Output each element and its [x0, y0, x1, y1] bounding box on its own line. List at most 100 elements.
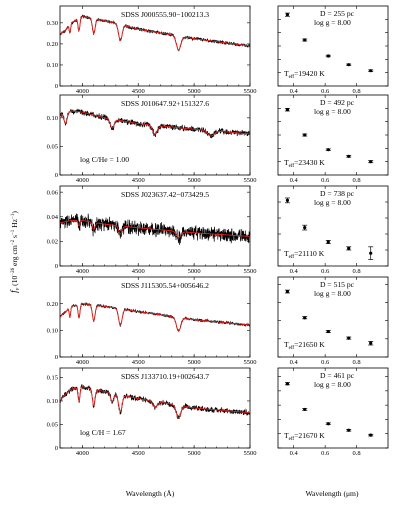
- x-tick-label: 5500: [244, 359, 257, 366]
- y-tick-label: 0.10: [47, 62, 58, 69]
- logg-label: log g = 8.00: [314, 380, 351, 389]
- object-name-label: SDSS J000555.90−100213.3: [121, 10, 209, 19]
- spectrum-panel-2: 4000 4500 5000 5500 0 0.05 0.10 SDSS J010647.92…: [47, 94, 257, 184]
- x-tick-label: 4000: [76, 177, 89, 184]
- photometry-point: [347, 246, 351, 250]
- photometry-point: [326, 148, 330, 152]
- plot-frame: [59, 94, 251, 176]
- model-spectrum-line: [59, 220, 251, 239]
- logg-label: log g = 8.00: [314, 289, 351, 298]
- photometry-point: [369, 341, 373, 345]
- teff-label: Teff=21650 K: [284, 340, 325, 351]
- plot-frame: [59, 276, 251, 358]
- y-tick-label: 0.20: [47, 41, 58, 48]
- photometry-point: [369, 251, 373, 255]
- photometry-point: [285, 289, 290, 294]
- teff-label: Teff=23430 K: [284, 158, 325, 169]
- x-tick-label: 5000: [188, 177, 201, 184]
- x-tick-label: 5500: [244, 88, 257, 95]
- photometry-point: [285, 198, 290, 202]
- plot-frame: [277, 367, 389, 449]
- x-tick-label: 4000: [76, 450, 89, 457]
- spectrum-panel-5: 4000 4500 5000 5500 0 0.05 0.10 0.15 SDSS J13371…: [47, 367, 257, 457]
- x-tick-label: 5000: [188, 88, 201, 95]
- y-tick-label: 0: [55, 445, 58, 452]
- x-tick-label: 0.6: [321, 88, 330, 95]
- plot-frame: [59, 5, 251, 87]
- photometry-point: [303, 38, 307, 42]
- x-tick-label: 5500: [244, 450, 257, 457]
- photometry-point: [369, 69, 373, 73]
- y-tick-label: 0.10: [47, 398, 58, 405]
- x-axis-label-right: Wavelength (μm): [305, 489, 358, 498]
- photometry-point: [303, 316, 307, 320]
- object-name-label: SDSS J023637.42−073429.5: [121, 190, 209, 199]
- x-tick-label: 0.8: [353, 450, 361, 457]
- photometry-point: [347, 154, 351, 158]
- x-tick-label: 0.4: [290, 88, 299, 95]
- x-tick-label: 0.6: [321, 177, 330, 184]
- y-tick-label: 0: [55, 263, 58, 270]
- model-spectrum-line: [59, 303, 251, 332]
- x-tick-label: 4500: [132, 450, 145, 457]
- plot-frame: [277, 276, 389, 358]
- x-tick-label: 4000: [76, 268, 89, 275]
- model-spectrum-line: [59, 16, 251, 51]
- photometry-point: [347, 336, 351, 340]
- distance-label: D = 738 pc: [320, 189, 355, 198]
- photometry-point: [303, 133, 307, 137]
- spectrum-panel-4: 4000 4500 5000 5500 0 0.10 0.20 SDSS J115305.54…: [47, 276, 257, 366]
- x-tick-label: 4500: [132, 268, 145, 275]
- x-tick-label: 0.6: [321, 268, 330, 275]
- x-tick-label: 4000: [76, 88, 89, 95]
- y-tick-label: 0.10: [47, 115, 58, 122]
- distance-label: D = 515 pc: [320, 280, 355, 289]
- model-spectrum-line: [59, 110, 251, 137]
- teff-label: Teff=21670 K: [284, 431, 325, 442]
- y-tick-label: 0: [55, 354, 58, 361]
- logg-label: log g = 8.00: [314, 18, 351, 27]
- x-tick-label: 0.4: [290, 177, 299, 184]
- x-tick-label: 0.4: [290, 268, 299, 275]
- x-tick-label: 0.8: [353, 268, 361, 275]
- x-tick-label: 0.4: [290, 359, 299, 366]
- x-tick-label: 4500: [132, 359, 145, 366]
- x-tick-label: 5000: [188, 268, 201, 275]
- x-tick-label: 5000: [188, 450, 201, 457]
- observed-spectrum-line: [59, 383, 251, 420]
- y-tick-label: 0.06: [47, 189, 59, 196]
- plot-frame: [59, 185, 251, 267]
- y-tick-label: 0.02: [47, 239, 58, 246]
- y-tick-label: 0.10: [47, 328, 58, 335]
- x-tick-label: 0.8: [353, 177, 361, 184]
- photometry-point: [369, 433, 373, 437]
- plot-frame: [277, 185, 389, 267]
- y-tick-label: 0.15: [47, 375, 58, 382]
- teff-label: Teff=21110 K: [284, 249, 325, 260]
- photometry-point: [285, 108, 290, 112]
- y-axis-label: fν (10−26 erg cm−2 s−1 Hz−1): [9, 211, 21, 293]
- x-tick-label: 5500: [244, 177, 257, 184]
- model-spectrum-line: [59, 386, 251, 419]
- teff-label: Teff=19420 K: [284, 69, 325, 80]
- x-tick-label: 5500: [244, 268, 257, 275]
- photometry-point: [285, 382, 290, 386]
- photometry-point: [347, 63, 351, 67]
- x-axis-label-left: Wavelength (Å): [126, 489, 175, 498]
- distance-label: D = 255 pc: [320, 9, 355, 18]
- y-tick-label: 0.04: [47, 214, 59, 221]
- photometry-point: [326, 54, 330, 58]
- x-tick-label: 0.6: [321, 450, 330, 457]
- logg-label: log g = 8.00: [314, 198, 351, 207]
- x-tick-label: 4500: [132, 177, 145, 184]
- x-tick-label: 0.8: [353, 359, 361, 366]
- x-tick-label: 4500: [132, 88, 145, 95]
- observed-spectrum-line: [59, 301, 251, 332]
- photometry-point: [326, 329, 330, 334]
